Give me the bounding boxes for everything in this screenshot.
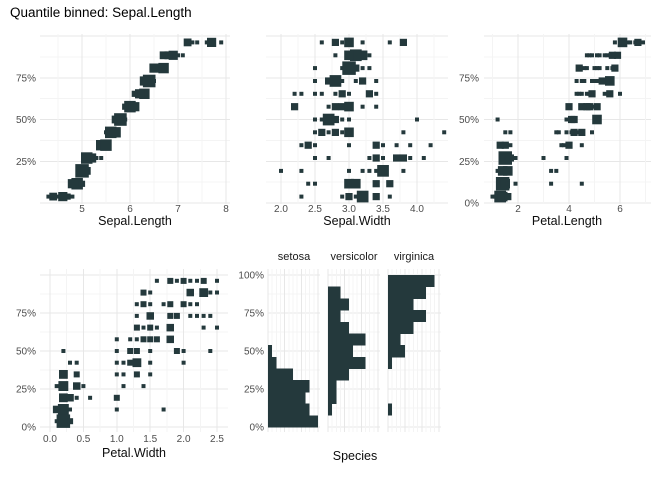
svg-text:8: 8 (223, 204, 229, 215)
svg-text:3.5: 3.5 (376, 204, 390, 215)
svg-text:75%: 75% (16, 309, 36, 320)
svg-text:50%: 50% (16, 115, 36, 126)
x-axis-title-sepal-width: Sepal.Width (323, 214, 391, 228)
svg-text:1.0: 1.0 (110, 434, 124, 445)
svg-text:2.0: 2.0 (274, 204, 288, 215)
svg-text:75%: 75% (244, 309, 264, 320)
svg-text:100%: 100% (238, 271, 264, 282)
svg-text:0%: 0% (250, 423, 265, 434)
plot-title: Quantile binned: Sepal.Length (10, 5, 192, 20)
svg-text:25%: 25% (16, 385, 36, 396)
svg-text:0%: 0% (465, 199, 480, 210)
svg-text:1.5: 1.5 (143, 434, 157, 445)
svg-text:6: 6 (127, 204, 133, 215)
svg-text:50%: 50% (459, 115, 479, 126)
svg-text:75%: 75% (459, 73, 479, 84)
svg-text:4: 4 (566, 204, 572, 215)
svg-text:4.0: 4.0 (410, 204, 424, 215)
svg-text:2: 2 (515, 204, 521, 215)
facet-label-setosa: setosa (277, 251, 311, 263)
svg-text:5: 5 (79, 204, 85, 215)
svg-text:75%: 75% (16, 73, 36, 84)
x-axis-title-sepal-length: Sepal.Length (98, 214, 172, 228)
svg-text:50%: 50% (16, 347, 36, 358)
svg-text:0.5: 0.5 (76, 434, 90, 445)
svg-text:6: 6 (617, 204, 623, 215)
svg-text:25%: 25% (16, 157, 36, 168)
svg-text:7: 7 (175, 204, 181, 215)
svg-text:2.0: 2.0 (177, 434, 191, 445)
svg-text:2.5: 2.5 (308, 204, 322, 215)
svg-text:2.5: 2.5 (210, 434, 224, 445)
x-axis-title-petal-width: Petal.Width (102, 446, 166, 460)
svg-text:3.0: 3.0 (342, 204, 356, 215)
svg-text:25%: 25% (244, 385, 264, 396)
svg-text:0%: 0% (22, 423, 37, 434)
svg-text:50%: 50% (244, 347, 264, 358)
x-axis-title-petal-length: Petal.Length (531, 214, 603, 228)
x-axis-title-species: Species (332, 449, 378, 463)
svg-text:0.0: 0.0 (43, 434, 57, 445)
facet-label-versicolor: versicolor (330, 251, 378, 263)
svg-text:25%: 25% (459, 157, 479, 168)
facet-label-virginica: virginica (393, 251, 435, 263)
